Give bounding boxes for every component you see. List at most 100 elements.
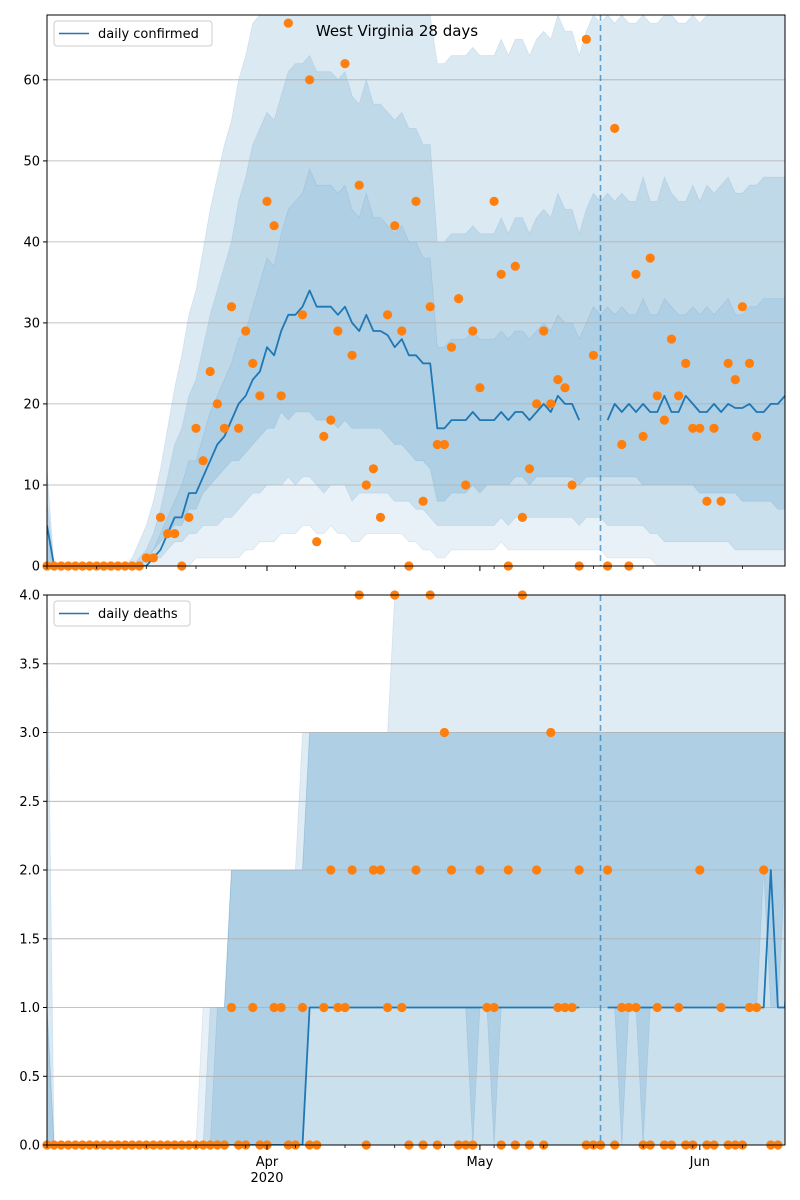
data-point xyxy=(631,269,641,279)
confirmed-x-axis xyxy=(46,566,743,571)
data-point xyxy=(198,456,208,466)
data-point xyxy=(674,1002,684,1013)
data-point xyxy=(226,1002,237,1013)
data-point xyxy=(759,865,769,875)
y-tick-label: 20 xyxy=(23,397,40,412)
data-point xyxy=(319,431,329,441)
data-point xyxy=(546,399,556,409)
data-point xyxy=(418,496,428,506)
y-tick-label: 3.5 xyxy=(19,657,40,672)
data-point xyxy=(702,496,712,506)
data-point xyxy=(752,431,762,441)
data-point xyxy=(539,326,549,336)
data-point xyxy=(397,1002,407,1013)
legend-box xyxy=(53,600,191,627)
data-point xyxy=(375,865,386,875)
data-point xyxy=(297,310,308,320)
y-tick-label: 40 xyxy=(23,235,40,250)
data-point xyxy=(297,1002,308,1013)
data-point xyxy=(468,326,478,336)
data-point xyxy=(489,1002,499,1013)
data-point xyxy=(524,464,535,474)
forecast-series-line xyxy=(606,394,785,421)
data-point xyxy=(276,1002,286,1013)
data-point xyxy=(340,59,350,69)
data-point xyxy=(581,34,591,44)
deaths-legend: daily deaths xyxy=(53,600,191,627)
data-point xyxy=(191,423,201,433)
data-point xyxy=(638,431,648,441)
data-point xyxy=(624,1002,634,1013)
data-point xyxy=(326,415,336,425)
data-point xyxy=(170,529,180,539)
data-point xyxy=(446,865,457,875)
data-point xyxy=(532,865,542,875)
data-point xyxy=(368,865,378,875)
data-point xyxy=(148,553,158,563)
data-point xyxy=(752,1002,762,1013)
data-point xyxy=(248,1002,258,1013)
data-point xyxy=(312,537,322,547)
data-point xyxy=(305,75,315,85)
data-point xyxy=(709,423,719,433)
x-tick-label: May xyxy=(466,1155,493,1170)
data-point xyxy=(737,302,748,312)
data-point xyxy=(212,399,222,409)
data-point xyxy=(503,865,513,875)
data-point xyxy=(241,326,251,336)
data-point xyxy=(723,358,733,368)
data-point xyxy=(681,358,691,368)
legend-label: daily confirmed xyxy=(98,27,199,42)
data-point xyxy=(347,350,357,360)
data-point xyxy=(205,366,215,377)
data-point xyxy=(560,1002,570,1013)
y-tick-label: 0.0 xyxy=(19,1139,40,1154)
data-point xyxy=(603,865,613,875)
y-tick-label: 30 xyxy=(23,316,40,331)
data-point xyxy=(141,553,151,563)
data-point xyxy=(368,464,378,474)
data-point xyxy=(489,196,499,206)
data-point xyxy=(383,310,393,320)
data-point xyxy=(219,423,229,433)
data-point xyxy=(454,294,464,304)
y-tick-label: 0 xyxy=(32,560,40,575)
data-point xyxy=(375,512,386,523)
data-point xyxy=(226,302,237,312)
data-point xyxy=(652,1002,662,1013)
data-point xyxy=(553,375,563,385)
data-point xyxy=(397,326,407,336)
data-point xyxy=(588,350,599,360)
data-point xyxy=(695,865,705,875)
data-point xyxy=(411,865,421,875)
chart-title: West Virginia 28 days xyxy=(316,22,478,40)
data-point xyxy=(510,261,520,271)
data-point xyxy=(517,512,528,523)
x-tick-label: Apr xyxy=(256,1155,279,1170)
confirmed-axes-frame xyxy=(46,14,786,567)
data-point xyxy=(674,391,684,401)
data-point xyxy=(744,1002,755,1013)
x-tick-year-label: 2020 xyxy=(250,1171,283,1186)
data-point xyxy=(610,123,620,133)
y-tick-label: 2.5 xyxy=(19,795,40,810)
data-point xyxy=(482,1002,492,1013)
confirmed-panel: 0 10 20 30 40 50 60 daily confirmed West Virgi… xyxy=(23,14,786,575)
data-point xyxy=(439,439,449,450)
data-point xyxy=(340,1002,350,1013)
data-point xyxy=(532,399,542,409)
data-point xyxy=(574,865,584,875)
data-point xyxy=(354,180,364,190)
data-point xyxy=(262,196,272,206)
data-point xyxy=(560,383,570,393)
data-point xyxy=(716,496,726,506)
data-point xyxy=(553,1002,563,1013)
legend-box xyxy=(53,20,213,47)
data-point xyxy=(645,253,655,263)
data-point xyxy=(269,221,279,231)
data-point xyxy=(425,302,435,312)
y-tick-label: 60 xyxy=(23,73,40,88)
y-tick-label: 4.0 xyxy=(19,589,40,604)
